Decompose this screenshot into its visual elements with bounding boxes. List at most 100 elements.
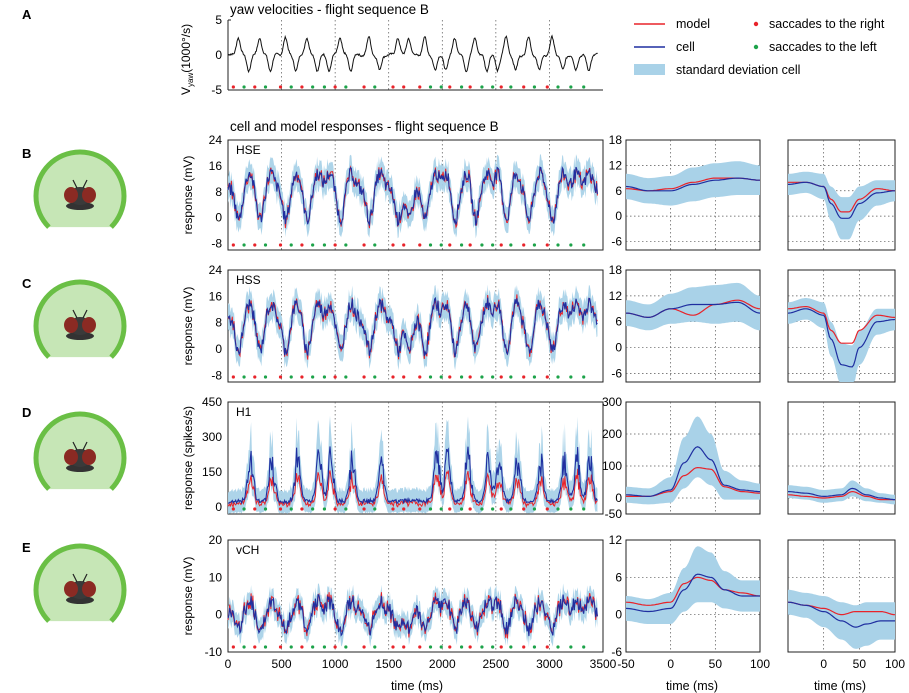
fly-icon (33, 149, 127, 229)
fly-wing (66, 332, 94, 340)
saccade-right-dot (391, 375, 395, 379)
main-ytick-label: 0 (215, 500, 222, 514)
fly-eye-right (82, 449, 96, 465)
saccade-right-dot (499, 243, 503, 247)
saccade-right-dot (300, 507, 304, 511)
saccade-right-dot (333, 507, 337, 511)
main-xtick-label: 500 (272, 657, 292, 671)
saccade-left-dot (439, 507, 443, 511)
saccade-right-dot (468, 85, 472, 89)
saccade-left-dot (322, 645, 327, 649)
sta-ytick-label: 6 (615, 315, 622, 329)
saccade-left-dot (242, 85, 246, 89)
main-ytick-label: 450 (202, 395, 222, 409)
saccade-right-dot (522, 243, 526, 247)
saccade-right-dot (333, 645, 337, 649)
saccade-left-dot (439, 243, 443, 247)
saccade-right-dot (418, 507, 422, 511)
sta-std-band (788, 480, 895, 505)
saccade-left-dot (322, 375, 327, 379)
saccade-left-dot (491, 645, 495, 649)
saccade-right-dot (278, 85, 283, 89)
saccade-left-dot (263, 85, 268, 89)
saccade-right-dot (545, 645, 549, 649)
sta-ytick-label: 200 (602, 427, 622, 441)
yaw-panel: 5 0 -5 (211, 13, 603, 97)
cell-name-vch: vCH (236, 543, 259, 557)
saccade-right-dot (300, 85, 304, 89)
saccade-left-dot (428, 243, 433, 247)
saccade-right-dot (545, 375, 549, 379)
saccade-left-dot (344, 375, 348, 379)
main-ytick-label: 0 (215, 342, 222, 356)
panel-letter-a: A (22, 7, 32, 22)
sta-model-trace (788, 490, 895, 501)
saccade-right-dot (448, 507, 452, 511)
saccade-left-dot (569, 243, 573, 247)
sta-right-panel (787, 401, 896, 515)
std-band (228, 415, 598, 514)
saccade-right-dot (402, 243, 406, 247)
saccade-left-dot (509, 507, 513, 511)
saccade-left-dot (556, 645, 560, 649)
saccade-right-dot (468, 645, 472, 649)
saccade-left-dot (491, 243, 495, 247)
saccade-left-dot (322, 507, 327, 511)
saccade-left-dot (480, 243, 484, 247)
saccade-right-dot (402, 645, 406, 649)
saccade-right-dot (391, 243, 395, 247)
saccade-left-dot (582, 375, 586, 379)
saccade-left-dot (509, 243, 513, 247)
sta-ytick-label: 12 (609, 533, 623, 547)
main-xtick-label: 3000 (536, 657, 563, 671)
saccade-right-dot (391, 85, 395, 89)
saccade-left-dot (242, 243, 246, 247)
saccade-right-dot (402, 375, 406, 379)
saccade-right-dot (448, 645, 452, 649)
yaw-velocity-trace (227, 34, 598, 74)
saccade-left-dot (569, 507, 573, 511)
saccade-left-dot (459, 243, 464, 247)
fly-antenna (82, 179, 88, 189)
main-ylabel: response (mV) (181, 156, 195, 235)
saccade-left-dot (263, 243, 268, 247)
saccade-left-dot (480, 507, 484, 511)
saccade-left-dot (582, 243, 586, 247)
fly-eye-left (64, 187, 78, 203)
saccade-left-dot (311, 507, 315, 511)
saccade-left-dot (556, 85, 560, 89)
saccade-left-dot (344, 645, 348, 649)
saccade-right-dot (300, 243, 304, 247)
saccade-right-dot (333, 243, 337, 247)
main-ytick-label: 0 (215, 211, 222, 225)
sta-ytick-label: 0 (615, 209, 622, 223)
fly-eye-right (82, 317, 96, 333)
saccade-right-dot (522, 375, 526, 379)
saccade-left-dot (556, 243, 560, 247)
sta-frame (787, 401, 896, 515)
saccade-left-dot (582, 85, 586, 89)
saccade-left-dot (480, 645, 484, 649)
sta-right-panel (787, 269, 896, 383)
legend-right-label: saccades to the right (769, 17, 885, 31)
saccade-left-dot (289, 375, 293, 379)
sta-cell-trace (625, 177, 760, 192)
fly-antenna (72, 309, 78, 319)
main-frame (227, 539, 604, 653)
sta-ytick-label: 12 (609, 158, 623, 172)
saccade-right-dot (522, 507, 526, 511)
sta-ytick-label: -6 (611, 235, 622, 249)
saccade-left-dot (556, 375, 560, 379)
sta-ytick-label: -6 (611, 645, 622, 659)
saccade-right-dot (402, 85, 406, 89)
sta-frame (625, 401, 761, 515)
fly-antenna (72, 179, 78, 189)
yaw-title: yaw velocities - flight sequence B (230, 2, 429, 17)
fly-eye-left (64, 317, 78, 333)
saccade-left-dot (311, 85, 315, 89)
main-xtick-label: 2000 (429, 657, 456, 671)
std-band (228, 154, 598, 239)
fly-antenna (82, 573, 88, 583)
saccade-right-dot (231, 645, 235, 649)
saccade-left-dot (491, 85, 495, 89)
